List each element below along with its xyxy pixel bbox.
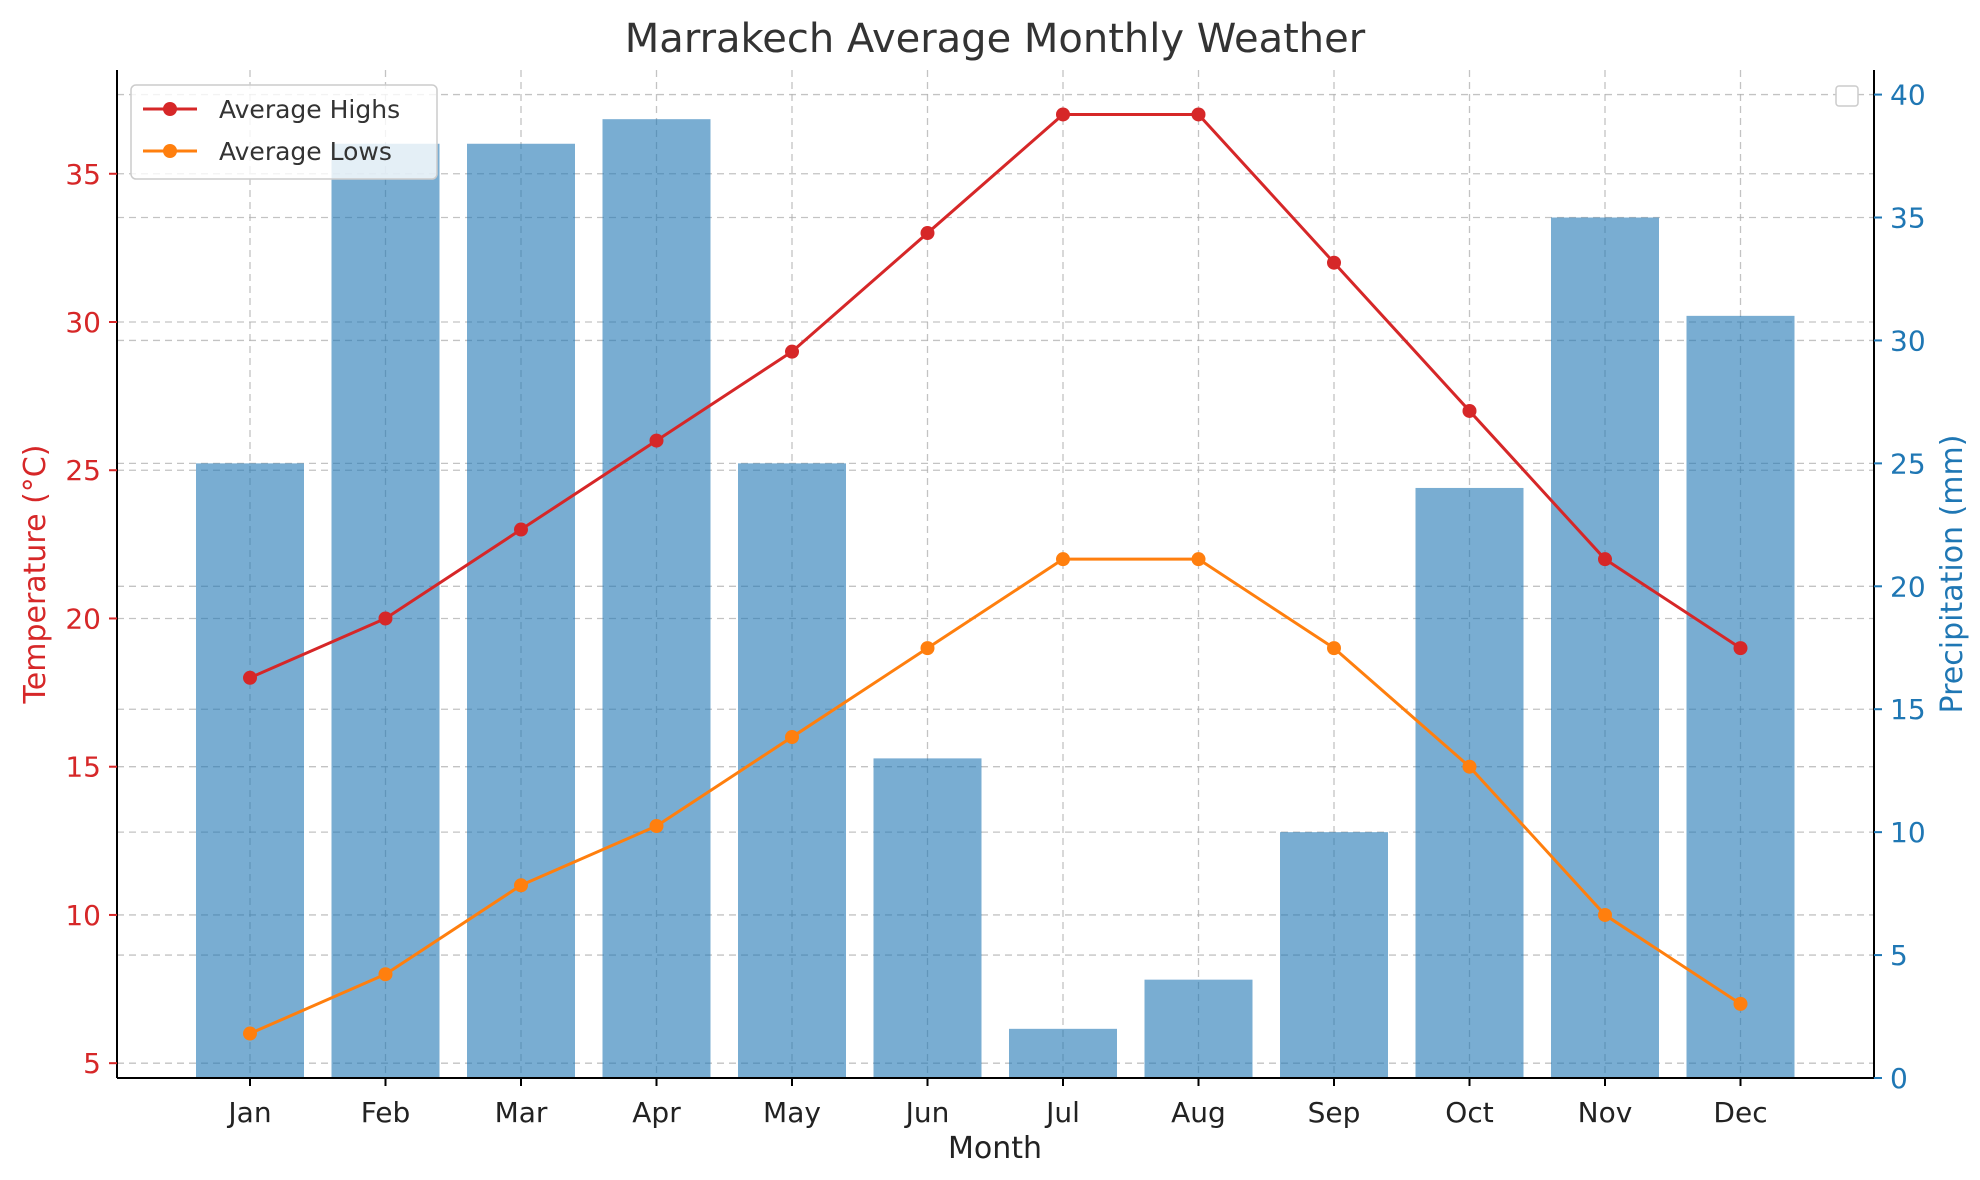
x-tick-label-apr: Apr: [632, 1096, 681, 1129]
axes: [116, 70, 1875, 1079]
left-tick-label-25: 25: [65, 454, 101, 487]
right-tick-label-20: 20: [1890, 570, 1926, 603]
x-tick-label-nov: Nov: [1578, 1096, 1633, 1129]
point-average-highs-dec: [1733, 641, 1748, 656]
left-axis-label: Temperature (°C): [18, 445, 53, 705]
precipitation-bar-nov: [1551, 217, 1659, 1078]
precipitation-bar-apr: [602, 119, 711, 1079]
tick-layer: Jan Feb Mar Apr May Jun Jul Aug Sep Oct Nov Dec 5 10 1…: [65, 79, 1925, 1129]
left-tick-label-35: 35: [65, 158, 101, 191]
x-tick-label-jan: Jan: [226, 1096, 271, 1129]
right-axis-label: Precipitation (mm): [1935, 435, 1970, 714]
legend: Average Highs Average Lows: [130, 84, 438, 180]
point-average-highs-aug: [1191, 107, 1206, 122]
legend-lows-label: Average Lows: [219, 137, 392, 166]
x-tick-label-oct: Oct: [1445, 1096, 1493, 1129]
x-tick-label-sep: Sep: [1308, 1096, 1361, 1129]
precipitation-bar-oct: [1415, 487, 1524, 1078]
right-tick-label-30: 30: [1890, 324, 1926, 357]
point-average-lows-apr: [649, 819, 664, 833]
precipitation-bar-sep: [1280, 832, 1388, 1078]
precipitation-bar-aug: [1144, 979, 1253, 1078]
x-tick-label-feb: Feb: [361, 1096, 411, 1129]
line-average-lows: [249, 557, 1742, 1035]
point-average-highs-jan: [243, 670, 257, 685]
right-tick-label-40: 40: [1890, 79, 1926, 112]
temperature-lines: [243, 107, 1748, 1041]
right-tick-label-5: 5: [1890, 939, 1908, 972]
point-average-lows-nov: [1598, 907, 1612, 922]
legend-lows-marker: [163, 144, 177, 158]
x-tick-label-dec: Dec: [1713, 1096, 1767, 1129]
precipitation-bar-jul: [1009, 1028, 1117, 1078]
precipitation-bar-mar: [467, 143, 575, 1078]
precipitation-bar-jun: [873, 758, 982, 1078]
right-tick-label-0: 0: [1890, 1062, 1908, 1095]
right-tick-label-35: 35: [1890, 202, 1926, 235]
point-average-lows-jan: [243, 1026, 257, 1041]
point-average-highs-oct: [1462, 403, 1477, 418]
point-average-lows-aug: [1191, 552, 1206, 567]
right-tick-label-25: 25: [1890, 447, 1926, 480]
point-average-highs-sep: [1327, 255, 1341, 270]
right-tick-label-15: 15: [1890, 693, 1926, 726]
point-average-lows-sep: [1327, 641, 1341, 656]
point-average-lows-may: [785, 730, 799, 745]
x-tick-label-may: May: [763, 1096, 821, 1129]
point-average-lows-jul: [1056, 552, 1070, 567]
legend-highs-label: Average Highs: [219, 95, 400, 124]
chart-title: Marrakech Average Monthly Weather: [625, 16, 1366, 62]
point-average-lows-jun: [920, 641, 935, 656]
line-average-highs: [249, 112, 1742, 680]
point-average-highs-jun: [920, 226, 935, 241]
precipitation-bar-may: [738, 463, 846, 1078]
left-tick-label-10: 10: [65, 899, 101, 932]
point-average-lows-dec: [1733, 996, 1748, 1011]
x-tick-label-mar: Mar: [495, 1096, 548, 1129]
x-tick-label-jun: Jun: [904, 1096, 950, 1129]
point-average-lows-oct: [1462, 759, 1477, 774]
precipitation-bar-dec: [1686, 315, 1795, 1079]
right-legend-frame: [1835, 85, 1859, 107]
point-average-lows-mar: [514, 878, 528, 893]
point-average-highs-feb: [378, 611, 393, 626]
point-average-highs-apr: [649, 433, 664, 448]
precipitation-bars: [196, 119, 1795, 1079]
precipitation-bar-feb: [331, 143, 440, 1078]
x-tick-label-aug: Aug: [1171, 1096, 1226, 1129]
left-tick-label-15: 15: [65, 751, 101, 784]
left-tick-label-20: 20: [65, 602, 101, 635]
x-tick-label-jul: Jul: [1044, 1096, 1080, 1129]
point-average-highs-nov: [1598, 552, 1612, 567]
point-average-highs-mar: [514, 522, 528, 537]
left-tick-label-5: 5: [83, 1047, 101, 1080]
legend-frame: [130, 84, 438, 180]
precipitation-bar-jan: [196, 463, 304, 1078]
left-tick-label-30: 30: [65, 306, 101, 339]
legend-highs-marker: [163, 102, 177, 116]
point-average-lows-feb: [378, 967, 393, 982]
point-average-highs-may: [785, 344, 799, 359]
x-axis-label: Month: [948, 1131, 1042, 1166]
point-average-highs-jul: [1056, 107, 1070, 122]
right-tick-label-10: 10: [1890, 816, 1926, 849]
